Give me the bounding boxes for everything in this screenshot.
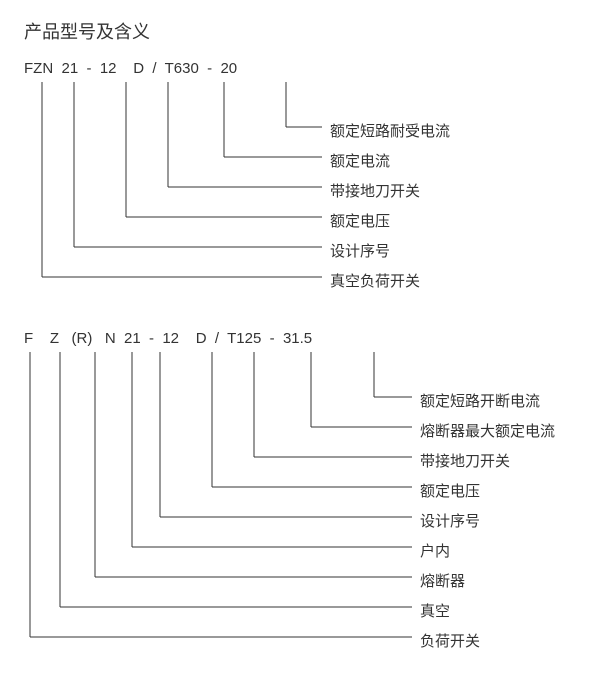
segment-label: 额定电压	[420, 480, 480, 501]
segment-label: 负荷开关	[420, 630, 480, 651]
segment-label: 真空	[420, 600, 450, 621]
diagram-2-lines	[0, 0, 607, 689]
segment-label: 户内	[420, 540, 450, 561]
segment-label: 熔断器最大额定电流	[420, 420, 555, 441]
segment-label: 带接地刀开关	[420, 450, 510, 471]
segment-label: 熔断器	[420, 570, 465, 591]
segment-label: 额定短路开断电流	[420, 390, 540, 411]
page: 产品型号及含义 FZN 21 - 12 D / T630 - 20 真空负荷开关…	[0, 0, 607, 689]
segment-label: 设计序号	[420, 510, 480, 531]
